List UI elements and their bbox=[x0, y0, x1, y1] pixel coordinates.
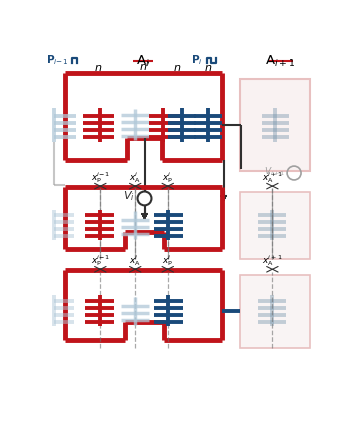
FancyBboxPatch shape bbox=[240, 276, 310, 348]
Text: $x_\mathrm{P}^{i}$: $x_\mathrm{P}^{i}$ bbox=[162, 253, 173, 268]
Text: $\mathrm{A}_i$: $\mathrm{A}_i$ bbox=[136, 54, 150, 69]
FancyBboxPatch shape bbox=[240, 192, 310, 259]
Text: $n$: $n$ bbox=[173, 62, 181, 73]
Text: $x_\mathrm{A}^{i}$: $x_\mathrm{A}^{i}$ bbox=[129, 253, 141, 268]
Text: $x_\mathrm{A}^{i}$: $x_\mathrm{A}^{i}$ bbox=[129, 169, 141, 184]
Text: $n$: $n$ bbox=[94, 62, 102, 73]
Text: $x_\mathrm{P}^{i\!-\!1}$: $x_\mathrm{P}^{i\!-\!1}$ bbox=[91, 169, 110, 184]
Text: $n$: $n$ bbox=[204, 62, 212, 73]
FancyBboxPatch shape bbox=[240, 79, 310, 171]
Text: $V_{i+1}$: $V_{i+1}$ bbox=[264, 165, 285, 178]
Text: $x_\mathrm{P}^{i}$: $x_\mathrm{P}^{i}$ bbox=[162, 169, 173, 184]
Text: $\mathbf{P}_i$: $\mathbf{P}_i$ bbox=[191, 54, 203, 68]
Text: $V_i$: $V_i$ bbox=[124, 189, 135, 203]
Text: $\mathrm{A}_{i+1}$: $\mathrm{A}_{i+1}$ bbox=[265, 54, 295, 69]
Text: $x_\mathrm{P}^{i\!-\!1}$: $x_\mathrm{P}^{i\!-\!1}$ bbox=[91, 253, 110, 268]
Text: $x_\mathrm{A}^{i+1}$: $x_\mathrm{A}^{i+1}$ bbox=[262, 169, 283, 184]
Text: $n'$: $n'$ bbox=[139, 60, 150, 73]
Text: $x_\mathrm{A}^{i+1}$: $x_\mathrm{A}^{i+1}$ bbox=[262, 253, 283, 268]
Text: $\mathbf{P}_{i\!-\!1}$: $\mathbf{P}_{i\!-\!1}$ bbox=[46, 54, 68, 68]
